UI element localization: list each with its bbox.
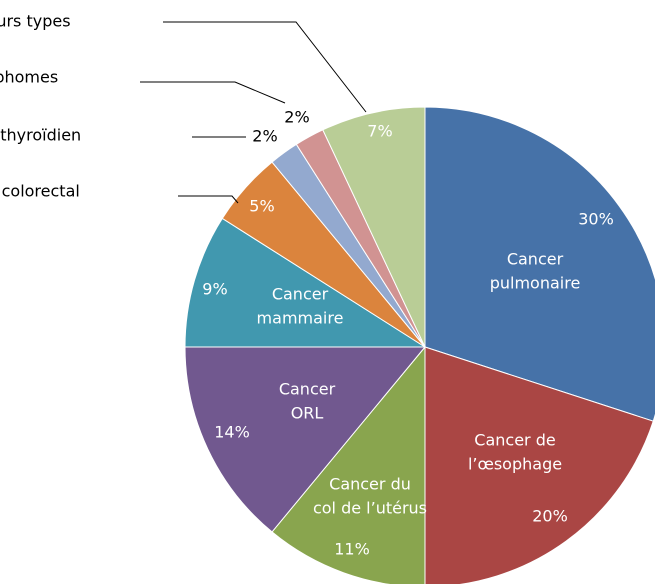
value-label: 11% — [334, 540, 370, 559]
leader-line — [163, 21, 367, 113]
category-label: col de l’utérus — [313, 499, 427, 518]
category-label: Cancer colorectal — [0, 182, 80, 201]
pie-slice — [424, 346, 654, 584]
value-label: 9% — [202, 280, 227, 299]
category-label: Cancer — [507, 250, 564, 269]
pie-slice — [322, 106, 426, 348]
pie-slice — [184, 217, 427, 348]
category-label: Cancer thyroïdien — [0, 126, 81, 145]
category-label: Cancer du — [329, 475, 411, 494]
leader-line — [178, 195, 239, 204]
category-label: Cancer — [272, 285, 329, 304]
value-label: 2% — [252, 127, 277, 146]
value-label: 20% — [532, 507, 568, 526]
category-label: Cancer de — [474, 431, 555, 450]
value-label: 5% — [249, 197, 274, 216]
pie-slice — [184, 346, 427, 533]
category-label: Lymphomes — [0, 68, 58, 87]
category-label: mammaire — [257, 309, 344, 328]
pie-slice — [271, 345, 426, 584]
category-label: Plusieurs types — [0, 12, 71, 31]
value-label: 7% — [367, 122, 392, 141]
leader-line — [140, 81, 286, 104]
value-label: 30% — [578, 210, 614, 229]
category-label: l’œsophage — [468, 455, 562, 474]
value-label: 14% — [214, 423, 250, 442]
category-label: pulmonaire — [490, 274, 581, 293]
value-label: 2% — [284, 108, 309, 127]
category-label: Cancer — [279, 380, 336, 399]
pie-slice — [424, 106, 655, 422]
category-label: ORL — [291, 404, 324, 423]
